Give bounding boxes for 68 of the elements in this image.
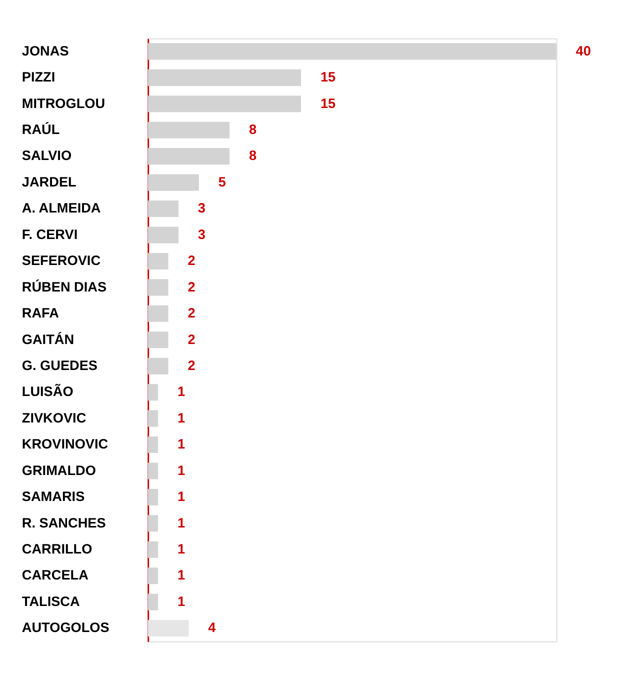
- y-tick-label: A. ALMEIDA: [22, 200, 101, 216]
- y-tick-label: SEFEROVIC: [22, 253, 101, 268]
- bar: [148, 200, 178, 218]
- bar: [148, 252, 168, 270]
- bar: [148, 541, 158, 558]
- y-tick-label: KROVINOVIC: [22, 436, 108, 452]
- data-label: 1: [178, 568, 186, 583]
- bar: [148, 462, 158, 480]
- bar: [148, 122, 230, 138]
- data-label: 1: [178, 436, 186, 452]
- bar: [148, 436, 158, 454]
- bar: [148, 594, 158, 610]
- data-label: 1: [178, 515, 186, 530]
- data-label: 8: [248, 148, 257, 164]
- y-tick-label: LUISÃO: [22, 383, 74, 400]
- data-label: 2: [188, 279, 196, 294]
- y-tick-label: TALISCA: [22, 594, 80, 609]
- data-label: 4: [208, 620, 216, 636]
- y-tick-label: MITROGLOU: [22, 96, 106, 111]
- y-tick-label: RAFA: [22, 306, 60, 321]
- bar: [148, 488, 158, 506]
- data-label: 2: [188, 253, 196, 268]
- bar: [148, 96, 302, 112]
- data-label: 3: [198, 226, 206, 242]
- data-label: 1: [178, 489, 186, 504]
- y-tick-label: GRIMALDO: [22, 462, 96, 478]
- data-label: 1: [178, 384, 186, 400]
- bar: [148, 515, 158, 532]
- y-tick-label: F. CERVI: [22, 226, 78, 242]
- data-label: 2: [188, 332, 196, 347]
- data-label: 8: [248, 122, 257, 137]
- data-label: 1: [178, 542, 186, 557]
- data-label: 1: [178, 594, 186, 609]
- y-tick-label: JARDEL: [22, 174, 76, 190]
- y-tick-label: G. GUEDES: [22, 358, 98, 373]
- y-tick-label: R. SANCHES: [22, 515, 106, 530]
- bar: [148, 384, 158, 401]
- y-tick-label: ZIVKOVIC: [22, 410, 86, 426]
- bar: [148, 279, 168, 296]
- y-tick-label: CARRILLO: [22, 542, 93, 557]
- bar: [148, 410, 158, 427]
- bar: [148, 174, 199, 191]
- data-label: 1: [178, 462, 186, 478]
- bar: [148, 620, 189, 637]
- data-label: 3: [198, 200, 206, 216]
- y-tick-label: SAMARIS: [22, 489, 85, 504]
- data-label: 1: [178, 410, 186, 426]
- data-label: 15: [320, 96, 336, 111]
- bar: [148, 226, 178, 244]
- y-tick-label: GAITÁN: [22, 330, 74, 347]
- y-tick-label: PIZZI: [22, 70, 56, 85]
- data-label: 40: [576, 43, 592, 58]
- data-label: 2: [188, 358, 196, 373]
- bar: [148, 358, 168, 374]
- y-tick-label: CARCELA: [22, 568, 89, 583]
- bar: [148, 568, 158, 584]
- data-label: 2: [188, 306, 196, 321]
- y-tick-label: RÚBEN DIAS: [22, 278, 107, 294]
- bar: [148, 305, 168, 322]
- bar: [148, 148, 230, 165]
- bar: [148, 69, 302, 86]
- y-tick-label: RAÚL: [22, 121, 60, 137]
- bar: [148, 332, 168, 348]
- data-label: 15: [320, 70, 336, 85]
- y-tick-label: SALVIO: [22, 148, 72, 164]
- data-label: 5: [218, 174, 226, 190]
- y-tick-label: AUTOGOLOS: [22, 620, 110, 636]
- y-tick-label: JONAS: [22, 43, 69, 58]
